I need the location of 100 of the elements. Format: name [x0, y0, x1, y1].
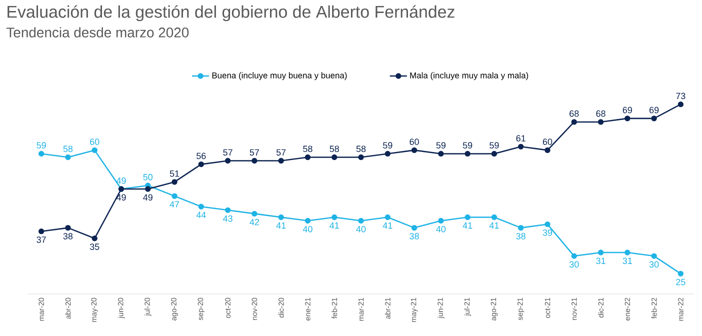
- point: [624, 250, 630, 256]
- point: [651, 116, 657, 122]
- point: [145, 186, 151, 192]
- point: [224, 158, 231, 164]
- data-label: 31: [622, 258, 632, 264]
- data-label: 57: [250, 149, 259, 156]
- data-label: 25: [676, 278, 686, 286]
- point: [384, 150, 390, 157]
- data-label: 38: [410, 233, 419, 240]
- legend-label: Mala (incluye muy mala y mala): [410, 72, 528, 80]
- data-label: 42: [250, 218, 259, 226]
- point: [411, 147, 418, 154]
- point: [438, 218, 444, 224]
- data-label: 59: [383, 142, 392, 149]
- data-label: 61: [516, 135, 526, 142]
- point: [224, 207, 231, 214]
- point: [651, 253, 657, 259]
- point: [65, 154, 71, 160]
- data-label: 30: [569, 261, 579, 268]
- data-label: 41: [462, 222, 472, 229]
- data-label: 40: [436, 226, 446, 232]
- data-label: 58: [356, 146, 366, 152]
- point: [464, 214, 470, 220]
- data-label: 58: [330, 146, 339, 152]
- data-label: 41: [489, 222, 499, 229]
- point: [278, 214, 284, 220]
- point: [304, 154, 311, 160]
- point: [411, 224, 418, 231]
- point: [678, 270, 684, 277]
- point: [198, 161, 204, 168]
- legend-label: Buena (incluye muy buena y buena): [212, 72, 347, 80]
- point: [358, 154, 364, 160]
- point: [252, 210, 258, 217]
- point: [544, 147, 550, 154]
- point: [598, 250, 604, 256]
- data-label: 73: [676, 92, 686, 100]
- point: [598, 119, 604, 125]
- point: [38, 228, 44, 234]
- data-label: 30: [649, 261, 659, 268]
- point: [438, 150, 444, 157]
- data-label: 43: [223, 215, 232, 222]
- point: [518, 144, 524, 150]
- data-label: 58: [303, 146, 312, 152]
- point: [38, 150, 44, 157]
- point: [491, 150, 498, 157]
- point: [332, 154, 338, 160]
- data-label: 35: [90, 244, 100, 250]
- data-label: 40: [356, 226, 366, 232]
- data-label: 49: [116, 194, 126, 201]
- data-label: 60: [410, 138, 419, 145]
- point: [624, 116, 630, 122]
- data-label: 69: [622, 106, 632, 114]
- data-label: 68: [596, 110, 606, 117]
- point: [464, 150, 470, 157]
- point: [172, 179, 178, 185]
- point: [518, 224, 524, 231]
- data-label: 50: [143, 174, 153, 180]
- point: [544, 221, 550, 228]
- data-label: 69: [650, 106, 659, 114]
- data-label: 59: [462, 142, 472, 149]
- data-label: 59: [436, 142, 446, 149]
- point: [678, 101, 684, 108]
- data-label: 57: [276, 149, 286, 156]
- data-label: 41: [382, 222, 392, 229]
- data-label: 58: [63, 146, 73, 152]
- point: [304, 218, 311, 224]
- data-label: 56: [196, 152, 206, 160]
- data-label: 39: [542, 229, 552, 236]
- point: [92, 236, 98, 242]
- chart-title: Evaluación de la gestión del gobierno de Alberto Fernández: [8, 5, 454, 22]
- point: [491, 214, 498, 220]
- data-label: 49: [143, 194, 152, 201]
- data-label: 41: [330, 222, 339, 229]
- data-label: 47: [170, 201, 180, 208]
- point: [92, 147, 98, 154]
- data-label: 59: [36, 142, 46, 149]
- point: [198, 204, 204, 210]
- data-label: 31: [596, 258, 606, 264]
- point: [384, 214, 390, 220]
- data-label: 49: [116, 177, 126, 184]
- point: [571, 253, 577, 259]
- point: [358, 218, 364, 224]
- point: [332, 214, 338, 220]
- data-label: 40: [302, 226, 312, 232]
- point: [571, 119, 577, 125]
- data-label: 60: [90, 138, 100, 145]
- data-label: 44: [196, 212, 206, 218]
- point: [252, 158, 258, 164]
- data-label: 38: [63, 233, 73, 240]
- chart-subtitle: Tendencia desde marzo 2020: [6, 27, 189, 38]
- data-label: 57: [223, 149, 232, 156]
- data-label: 68: [570, 110, 579, 117]
- data-label: 59: [490, 142, 499, 149]
- data-label: 37: [36, 236, 46, 243]
- point: [278, 158, 284, 164]
- data-label: 51: [170, 170, 180, 177]
- point: [65, 224, 71, 231]
- point: [172, 193, 178, 199]
- data-label: 38: [516, 233, 526, 240]
- data-label: 60: [542, 138, 552, 145]
